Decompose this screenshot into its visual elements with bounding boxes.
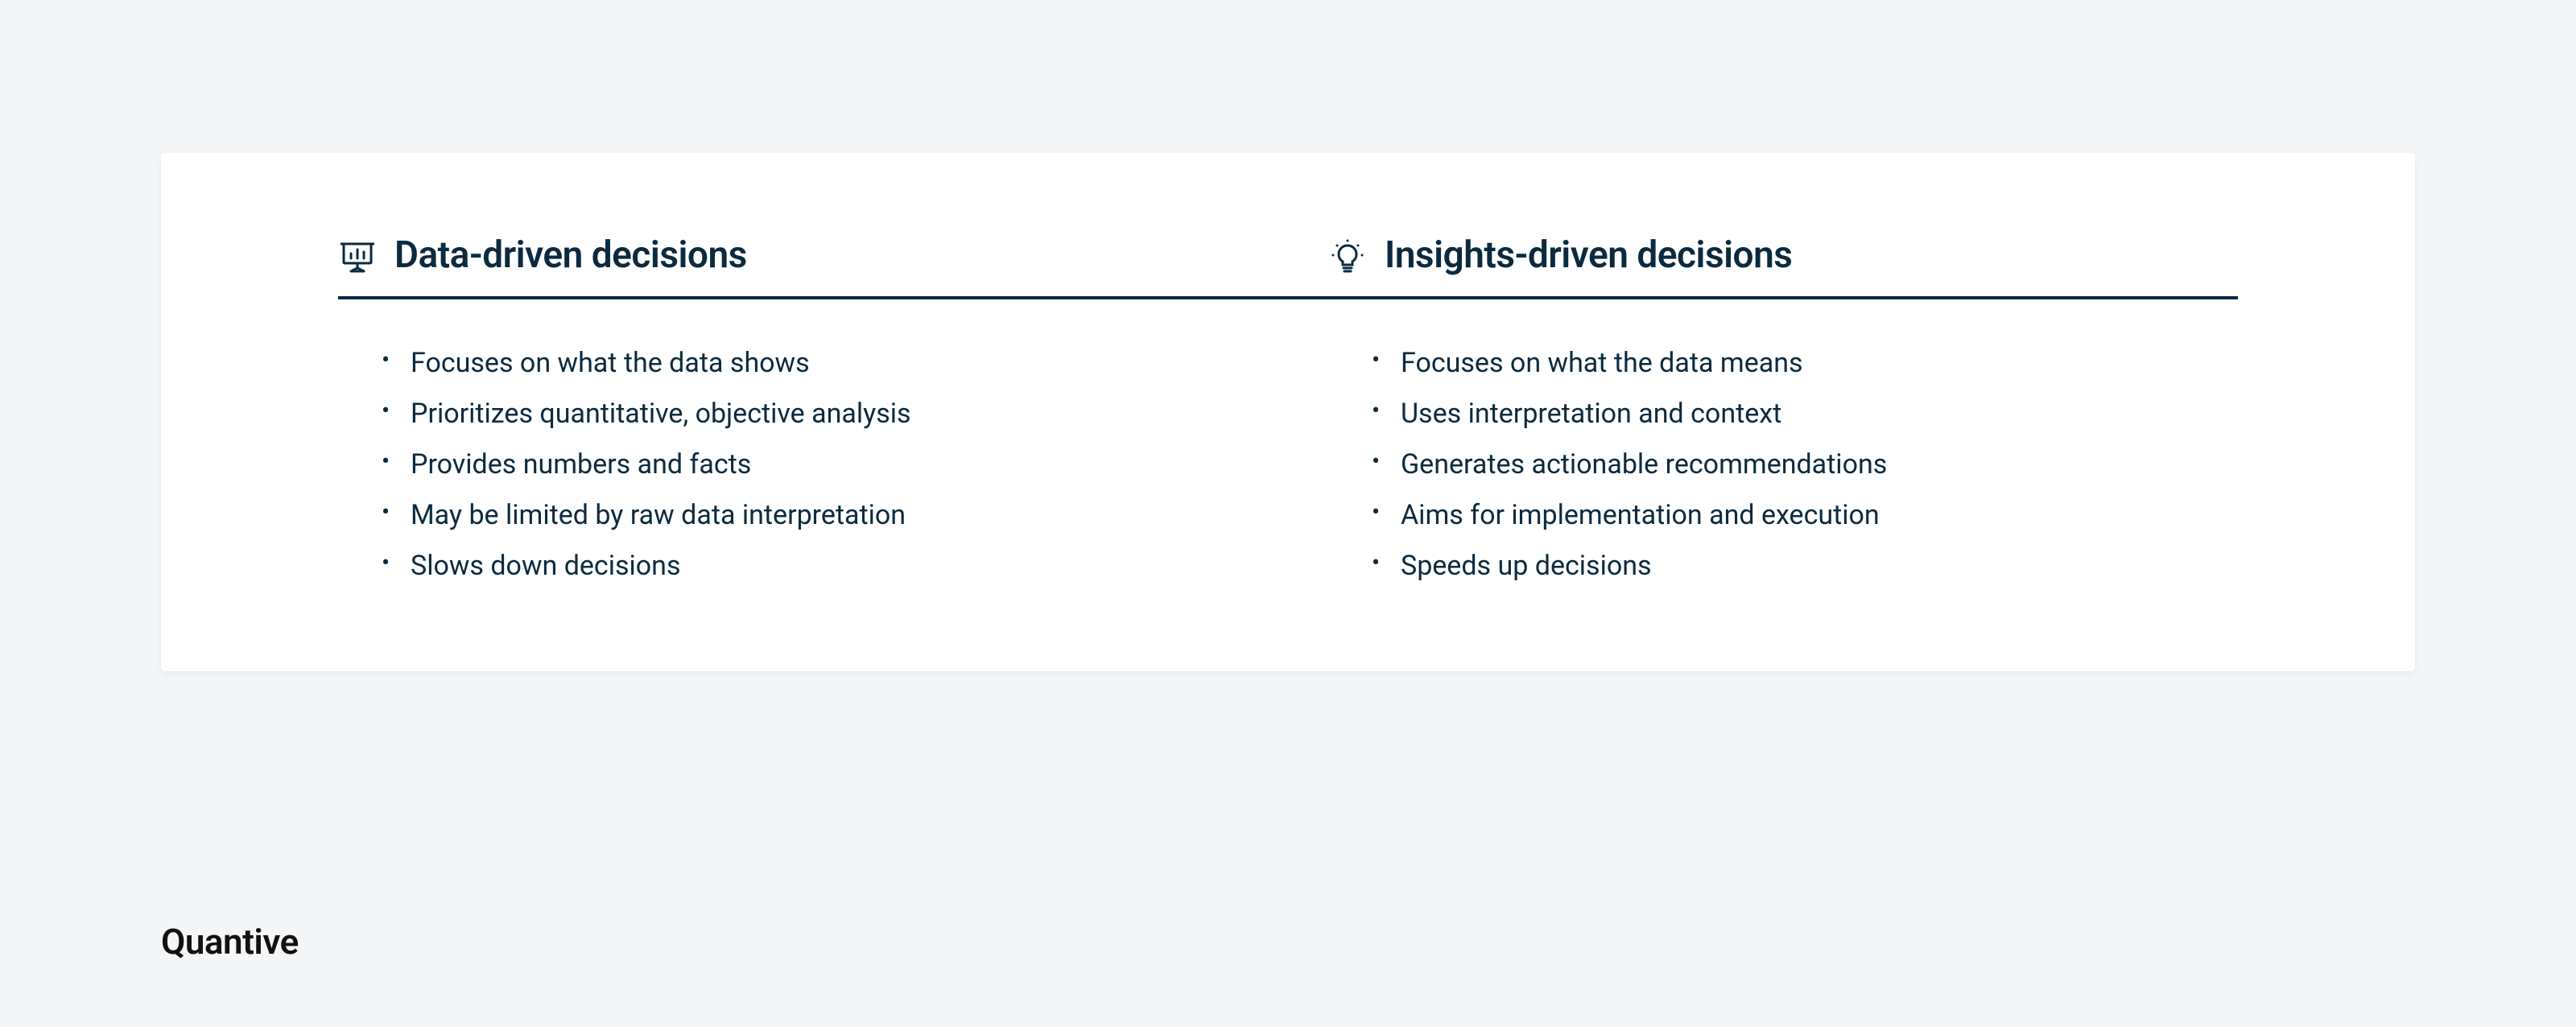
left-heading: Data-driven decisions — [394, 233, 747, 277]
list-item: Speeds up decisions — [1372, 541, 2238, 592]
divider-line — [338, 296, 2238, 299]
presentation-chart-icon — [338, 236, 377, 274]
left-bullets-column: Focuses on what the data shows Prioritiz… — [338, 338, 1312, 591]
list-item: Focuses on what the data shows — [382, 338, 1248, 389]
list-item: Generates actionable recommendations — [1372, 439, 2238, 490]
lightbulb-sparkle-icon — [1328, 236, 1367, 274]
left-heading-row: Data-driven decisions — [338, 233, 1248, 277]
list-item: Provides numbers and facts — [382, 439, 1248, 490]
list-item: Aims for implementation and execution — [1372, 490, 2238, 541]
columns-container: Data-driven decisions I — [338, 233, 2238, 296]
comparison-card: Data-driven decisions I — [161, 153, 2415, 671]
right-bullets-column: Focuses on what the data means Uses inte… — [1312, 338, 2238, 591]
brand-text: Quantive — [161, 921, 299, 963]
left-bullet-list: Focuses on what the data shows Prioritiz… — [338, 338, 1248, 591]
right-column: Insights-driven decisions — [1312, 233, 2238, 296]
list-item: Focuses on what the data means — [1372, 338, 2238, 389]
bullets-container: Focuses on what the data shows Prioritiz… — [338, 338, 2238, 591]
list-item: May be limited by raw data interpretatio… — [382, 490, 1248, 541]
brand-logo: Quantive — [161, 856, 2415, 963]
list-item: Slows down decisions — [382, 541, 1248, 592]
right-bullet-list: Focuses on what the data means Uses inte… — [1328, 338, 2238, 591]
list-item: Uses interpretation and context — [1372, 389, 2238, 439]
right-heading: Insights-driven decisions — [1385, 233, 1792, 277]
left-column: Data-driven decisions — [338, 233, 1312, 296]
right-heading-row: Insights-driven decisions — [1328, 233, 2238, 277]
list-item: Prioritizes quantitative, objective anal… — [382, 389, 1248, 439]
